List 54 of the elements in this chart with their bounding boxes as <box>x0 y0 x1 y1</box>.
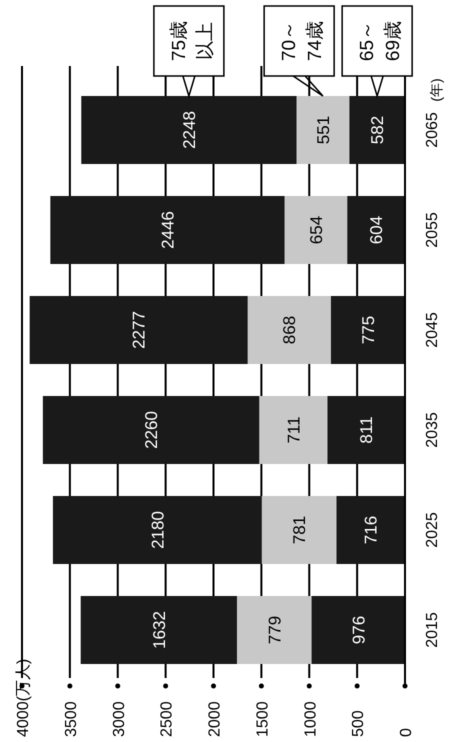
bar <box>327 396 405 464</box>
data-label: 779 <box>265 616 284 644</box>
data-label: 711 <box>284 416 304 444</box>
data-label: 2446 <box>158 211 178 249</box>
y-tick-label: 2025 <box>424 512 441 548</box>
data-label: 2248 <box>180 111 199 149</box>
legend-item: 75歳以上 <box>153 5 225 99</box>
legend-item: 65～69歳 <box>341 5 413 99</box>
x-tick-label: 1000 <box>302 701 320 737</box>
x-tick-label: 3000 <box>110 701 128 737</box>
bar <box>50 196 285 264</box>
data-label: 582 <box>368 116 388 144</box>
y-tick-label: 2065 <box>424 112 441 148</box>
data-label: 2277 <box>130 311 149 349</box>
data-label: 976 <box>349 616 368 644</box>
data-label: 1632 <box>150 611 169 649</box>
bar <box>336 496 405 564</box>
bar <box>248 296 331 364</box>
bar <box>52 496 262 564</box>
legend-item: 70～74歳 <box>263 5 335 97</box>
bar <box>296 96 350 164</box>
x-tick-label: 2000 <box>206 701 224 737</box>
y-tick-label: 2045 <box>424 312 441 348</box>
y-tick-label: 2055 <box>424 212 441 248</box>
bar <box>349 96 405 164</box>
x-tick-label: 1500 <box>254 701 272 737</box>
bar <box>284 196 348 264</box>
y-axis-title: (年) <box>428 78 444 102</box>
y-tick-label: 2035 <box>424 412 441 448</box>
data-label: 654 <box>306 216 326 244</box>
x-tick-label: 2500 <box>158 701 176 737</box>
bar <box>81 96 297 164</box>
bar <box>262 496 336 564</box>
data-label: 716 <box>362 516 381 544</box>
bar <box>259 396 328 464</box>
data-label: 2260 <box>142 411 162 449</box>
bar <box>236 596 312 664</box>
x-tick-label: 3500 <box>62 701 80 737</box>
x-tick-label: 0 <box>398 728 415 737</box>
y-tick-label: 2015 <box>424 612 441 648</box>
data-label: 775 <box>358 316 378 344</box>
data-label: 781 <box>290 516 310 544</box>
data-label: 811 <box>357 416 376 444</box>
bar <box>330 296 405 364</box>
data-label: 868 <box>280 316 300 344</box>
bar <box>42 396 260 464</box>
data-label: 2180 <box>148 511 168 549</box>
bar <box>312 596 405 664</box>
x-tick-label: 500 <box>350 710 368 737</box>
bar <box>80 596 237 664</box>
data-label: 551 <box>314 116 333 144</box>
bar <box>30 296 248 364</box>
bar <box>347 196 405 264</box>
data-label: 604 <box>367 216 386 244</box>
